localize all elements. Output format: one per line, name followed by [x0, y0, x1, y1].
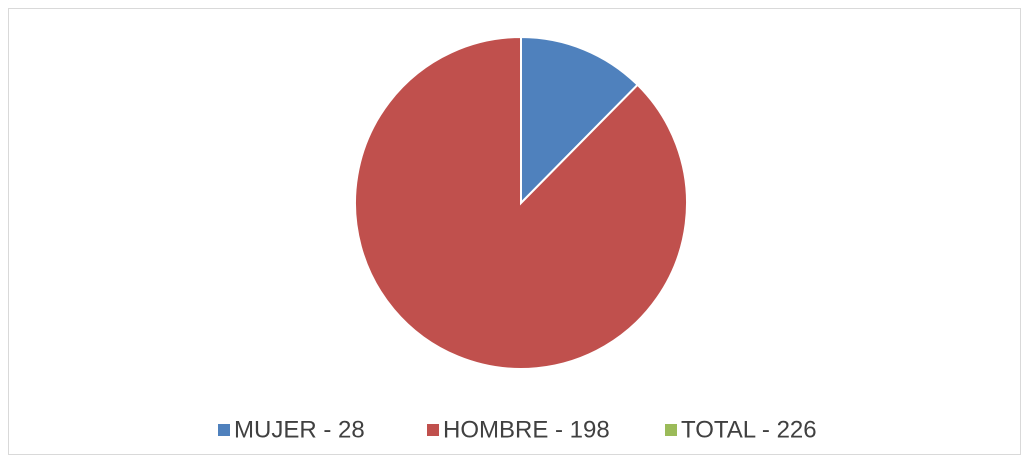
pie-slice: [354, 35, 688, 370]
legend-marker: [665, 424, 677, 436]
legend-label: HOMBRE - 198: [443, 416, 610, 443]
legend-marker: [427, 424, 439, 436]
pie-slice: [520, 35, 639, 206]
legend-label: TOTAL - 226: [681, 416, 817, 443]
legend-label: MUJER - 28: [234, 416, 365, 443]
legend-marker: [218, 424, 230, 436]
